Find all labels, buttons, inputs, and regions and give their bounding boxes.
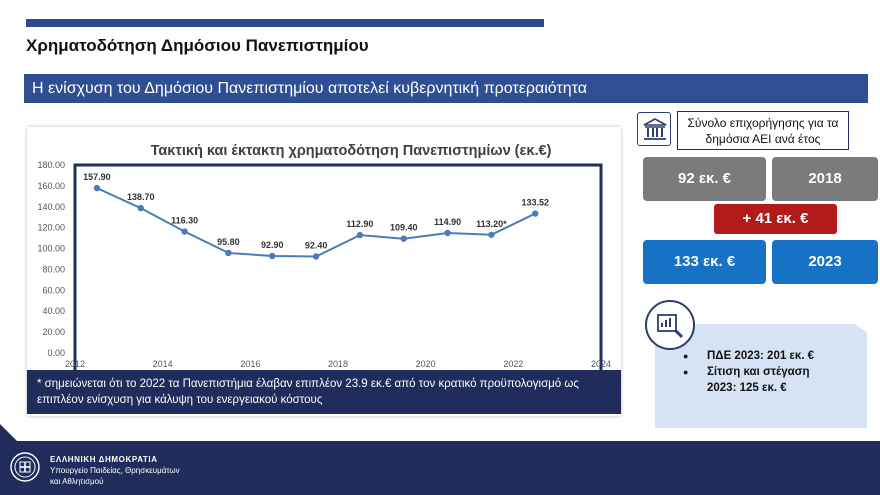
bullet-pde-2023: ΠΔΕ 2023: 201 εκ. €: [683, 348, 814, 364]
data-point: [137, 204, 144, 212]
year-2023-tile: 2023: [772, 240, 878, 284]
headline-banner: Η ενίσχυση του Δημόσιου Πανεπιστημίου απ…: [24, 74, 868, 103]
data-point: [312, 253, 320, 260]
university-building-icon: [637, 112, 671, 146]
data-label: 157.90: [83, 172, 111, 182]
data-label: 114.90: [434, 217, 461, 227]
x-axis: 2012 2014 2016 2018 2020 2022 2024: [65, 359, 611, 369]
data-point: [181, 228, 188, 235]
data-label: 92.40: [305, 240, 328, 250]
data-point: [269, 252, 276, 260]
data-point: [488, 231, 495, 238]
ministry-label-cont: και Αθλητισμού: [50, 477, 104, 486]
data-point: [444, 229, 451, 237]
data-label: 92.90: [261, 240, 284, 250]
republic-label: ΕΛΛΗΝΙΚΗ ΔΗΜΟΚΡΑΤΙΑ: [50, 455, 158, 464]
data-point: [356, 231, 364, 239]
x-tick-label: 2012: [65, 359, 85, 369]
year-2018-tile: 2018: [772, 157, 878, 201]
funding-summary-label: Σύνολο επιχορήγησης για τα δημόσια ΑΕΙ α…: [677, 111, 849, 150]
data-point: [400, 235, 407, 242]
y-axis: 0.00 20.00 40.00 60.00 80.00 100.00 120.00 140.…: [37, 160, 65, 358]
y-tick-label: 120.00: [37, 223, 65, 233]
data-point: [225, 249, 232, 257]
y-tick-label: 180.00: [37, 160, 65, 170]
amount-2018-tile: 92 εκ. €: [643, 157, 766, 201]
y-tick-label: 100.00: [37, 244, 65, 254]
data-label: 113.20*: [476, 219, 507, 229]
footer-corner-accent: [0, 424, 17, 441]
ministry-label: Υπουργείο Παιδείας, Θρησκευμάτων: [50, 466, 180, 475]
y-tick-label: 160.00: [37, 181, 65, 191]
bullet-meals-housing: Σίτιση και στέγαση 2023: 125 εκ. €: [683, 364, 814, 396]
data-label: 116.30: [171, 216, 198, 226]
greek-emblem-icon: [10, 452, 40, 482]
data-label: 112.90: [346, 219, 373, 229]
x-tick-label: 2018: [328, 359, 348, 369]
ministry-caption: ΕΛΛΗΝΙΚΗ ΔΗΜΟΚΡΑΤΙΑ Υπουργείο Παιδείας, …: [50, 454, 180, 487]
data-label: 133.52: [521, 198, 549, 208]
data-label: 138.70: [127, 192, 155, 202]
data-point: [532, 210, 539, 217]
x-tick-label: 2016: [240, 359, 260, 369]
magnifier-chart-icon: [645, 300, 695, 350]
funding-series: 157.90 138.70 116.30 95.80 92.90 92.40 112.90 1…: [83, 172, 549, 260]
y-tick-label: 140.00: [37, 202, 65, 212]
funding-line-chart: Τακτική και έκτακτη χρηματοδότηση Πανεπι…: [37, 143, 611, 377]
footer-bar: [0, 441, 880, 495]
y-tick-label: 60.00: [42, 285, 65, 295]
x-tick-label: 2022: [503, 359, 523, 369]
y-tick-label: 80.00: [42, 264, 65, 274]
budget-info-panel: ΠΔΕ 2023: 201 εκ. € Σίτιση και στέγαση 2…: [655, 324, 867, 428]
x-tick-label: 2024: [591, 359, 611, 369]
page-title: Χρηματοδότηση Δημόσιου Πανεπιστημίου: [26, 36, 369, 55]
increase-badge: + 41 εκ. €: [714, 204, 837, 234]
x-tick-label: 2014: [153, 359, 173, 369]
chart-title: Τακτική και έκτακτη χρηματοδότηση Πανεπι…: [151, 143, 552, 159]
y-tick-label: 20.00: [42, 327, 65, 337]
data-point: [93, 184, 101, 192]
top-accent-bar: [26, 19, 544, 27]
data-label: 109.40: [390, 223, 418, 233]
y-tick-label: 0.00: [47, 348, 65, 358]
x-tick-label: 2020: [416, 359, 436, 369]
footnote: * σημειώνεται ότι το 2022 τα Πανεπιστήμι…: [27, 370, 621, 414]
y-tick-label: 40.00: [42, 306, 65, 316]
amount-2023-tile: 133 εκ. €: [643, 240, 766, 284]
funding-chart-card: Τακτική και έκτακτη χρηματοδότηση Πανεπι…: [27, 127, 621, 416]
data-label: 95.80: [217, 237, 240, 247]
